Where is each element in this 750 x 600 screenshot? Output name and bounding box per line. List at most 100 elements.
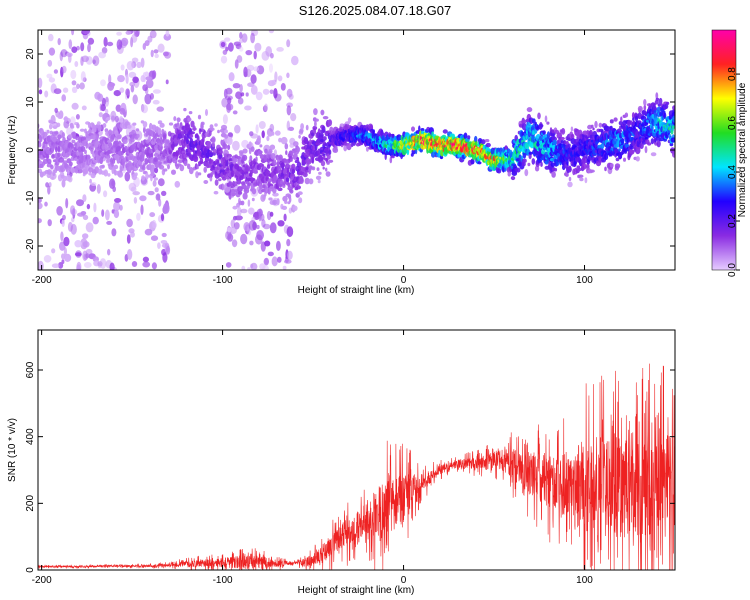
- spectrogram-noise-blob: [132, 94, 138, 105]
- spectrogram-noise-blob: [277, 220, 285, 227]
- spectrogram-noise-blob: [269, 211, 274, 217]
- spectrogram-noise-blob: [254, 234, 263, 245]
- spectrogram-ridge-blob: [296, 146, 301, 153]
- spectrogram-ridge-blob: [119, 165, 123, 173]
- spectrogram-ridge-blob: [89, 178, 92, 184]
- spectrogram-y-tick-label: 20: [25, 48, 36, 60]
- spectrogram-noise-blob: [290, 113, 297, 122]
- spectrogram-noise-blob: [286, 88, 293, 98]
- spectrogram-ridge-blob: [325, 167, 328, 172]
- spectrogram-noise-blob: [283, 213, 287, 222]
- spectrogram-ridge-blob: [635, 156, 640, 162]
- spectrogram-ridge-blob: [291, 163, 296, 170]
- spectrogram-noise-blob: [125, 74, 129, 84]
- spectrogram-noise-blob: [160, 240, 168, 244]
- spectrogram-noise-blob: [239, 32, 243, 39]
- spectrogram-ridge-blob: [629, 149, 635, 155]
- spectrogram-ridge-blob: [285, 177, 290, 183]
- spectrogram-x-tick-label: 100: [576, 275, 593, 286]
- spectrogram-ridge-blob: [604, 166, 607, 172]
- spectrogram-noise-blob: [85, 222, 94, 233]
- spectrogram-ridge-blob: [47, 158, 52, 165]
- spectrogram-ridge-blob: [150, 174, 153, 182]
- spectrogram-ridge-blob: [223, 134, 229, 139]
- snr-x-tick-label: -200: [32, 575, 52, 586]
- spectrogram-ridge-blob: [197, 172, 202, 176]
- spectrogram-noise-blob: [150, 235, 159, 241]
- spectrogram-noise-blob: [156, 106, 165, 112]
- spectrogram-ridge-blob: [309, 139, 312, 146]
- spectrogram-ridge-blob: [293, 141, 299, 147]
- spectrogram-noise-blob: [271, 256, 278, 267]
- spectrogram-ridge-blob: [521, 123, 528, 131]
- spectrogram-noise-blob: [271, 131, 275, 136]
- spectrogram-noise-blob: [162, 252, 168, 263]
- spectrogram-noise-blob: [68, 53, 72, 63]
- spectrogram-ridge-blob: [255, 156, 258, 163]
- colorbar-tick-label: 0.6: [727, 116, 738, 130]
- spectrogram-noise-blob: [61, 219, 65, 228]
- spectrogram-ridge-blob: [317, 179, 321, 184]
- spectrogram-ridge-blob: [269, 144, 276, 150]
- spectrogram-noise-blob: [291, 55, 299, 66]
- spectrogram-noise-blob: [254, 42, 262, 52]
- spectrogram-noise-blob: [226, 102, 232, 114]
- figure-title: S126.2025.084.07.18.G07: [299, 3, 452, 18]
- spectrogram-ridge-blob: [579, 177, 584, 182]
- spectrogram-noise-blob: [97, 261, 103, 267]
- spectrogram-noise-blob: [38, 77, 43, 89]
- colorbar-tick-label: 0.0: [727, 263, 738, 277]
- spectrogram-ridge-blob: [179, 164, 185, 172]
- spectrogram-noise-blob: [119, 107, 126, 115]
- spectrogram-marks: [38, 30, 675, 270]
- spectrogram-noise-blob: [237, 97, 244, 105]
- spectrogram-ridge-blob: [242, 192, 248, 200]
- spectrogram-noise-blob: [105, 97, 109, 103]
- spectrogram-noise-blob: [235, 43, 242, 50]
- spectrogram-noise-blob: [56, 206, 63, 216]
- spectrogram-ridge-blob: [372, 129, 376, 134]
- spectrogram-noise-blob: [76, 261, 82, 270]
- spectrogram-noise-blob: [140, 75, 146, 83]
- spectrogram-ridge-blob: [652, 103, 656, 111]
- spectrogram-ridge-blob: [222, 143, 228, 150]
- spectrogram-ridge-blob: [314, 118, 319, 122]
- spectrogram-ridge-blob: [176, 117, 181, 123]
- spectrogram-noise-blob: [80, 71, 86, 82]
- spectrogram-ridge-blob: [528, 151, 533, 155]
- spectrogram-ridge-blob: [56, 122, 61, 128]
- spectrogram-noise-blob: [226, 136, 233, 146]
- spectrogram-noise-blob: [53, 69, 59, 74]
- spectrogram-noise-blob: [79, 82, 85, 90]
- spectrogram-ridge-blob: [183, 107, 187, 112]
- spectrogram-ridge-blob: [51, 154, 56, 159]
- spectrogram-ridge-blob: [190, 131, 195, 135]
- spectrogram-ridge-blob: [46, 129, 50, 134]
- spectrogram-ridge-blob: [141, 151, 145, 158]
- spectrogram-noise-blob: [161, 190, 167, 196]
- spectrogram-ridge-blob: [247, 199, 251, 207]
- spectrogram-ridge-blob: [101, 144, 105, 150]
- spectrogram-noise-blob: [83, 262, 92, 268]
- spectrogram-noise-blob: [276, 47, 284, 52]
- spectrogram-ridge-blob: [644, 146, 648, 154]
- spectrogram-ridge-blob: [38, 135, 43, 143]
- spectrogram-ridge-blob: [298, 197, 303, 204]
- spectrogram-ridge-blob: [128, 166, 133, 171]
- spectrogram-ridge-blob: [130, 138, 135, 143]
- spectrogram-ridge-blob: [389, 156, 393, 164]
- spectrogram-noise-blob: [80, 42, 85, 52]
- spectrogram-noise-blob: [258, 121, 266, 129]
- spectrogram-ridge-blob: [221, 183, 225, 191]
- spectrogram-ridge-blob: [251, 188, 257, 195]
- spectrogram-noise-blob: [263, 223, 271, 230]
- spectrogram-noise-blob: [255, 124, 259, 134]
- spectrogram-ridge-blob: [321, 125, 326, 133]
- spectrogram-ridge-blob: [148, 162, 152, 170]
- spectrogram-ridge-blob: [67, 170, 70, 175]
- spectrogram-ridge-blob: [524, 169, 529, 177]
- spectrogram-noise-blob: [248, 220, 257, 231]
- spectrogram-noise-blob: [220, 41, 226, 48]
- spectrogram-ridge-blob: [233, 158, 238, 163]
- spectrogram-noise-blob: [240, 92, 245, 97]
